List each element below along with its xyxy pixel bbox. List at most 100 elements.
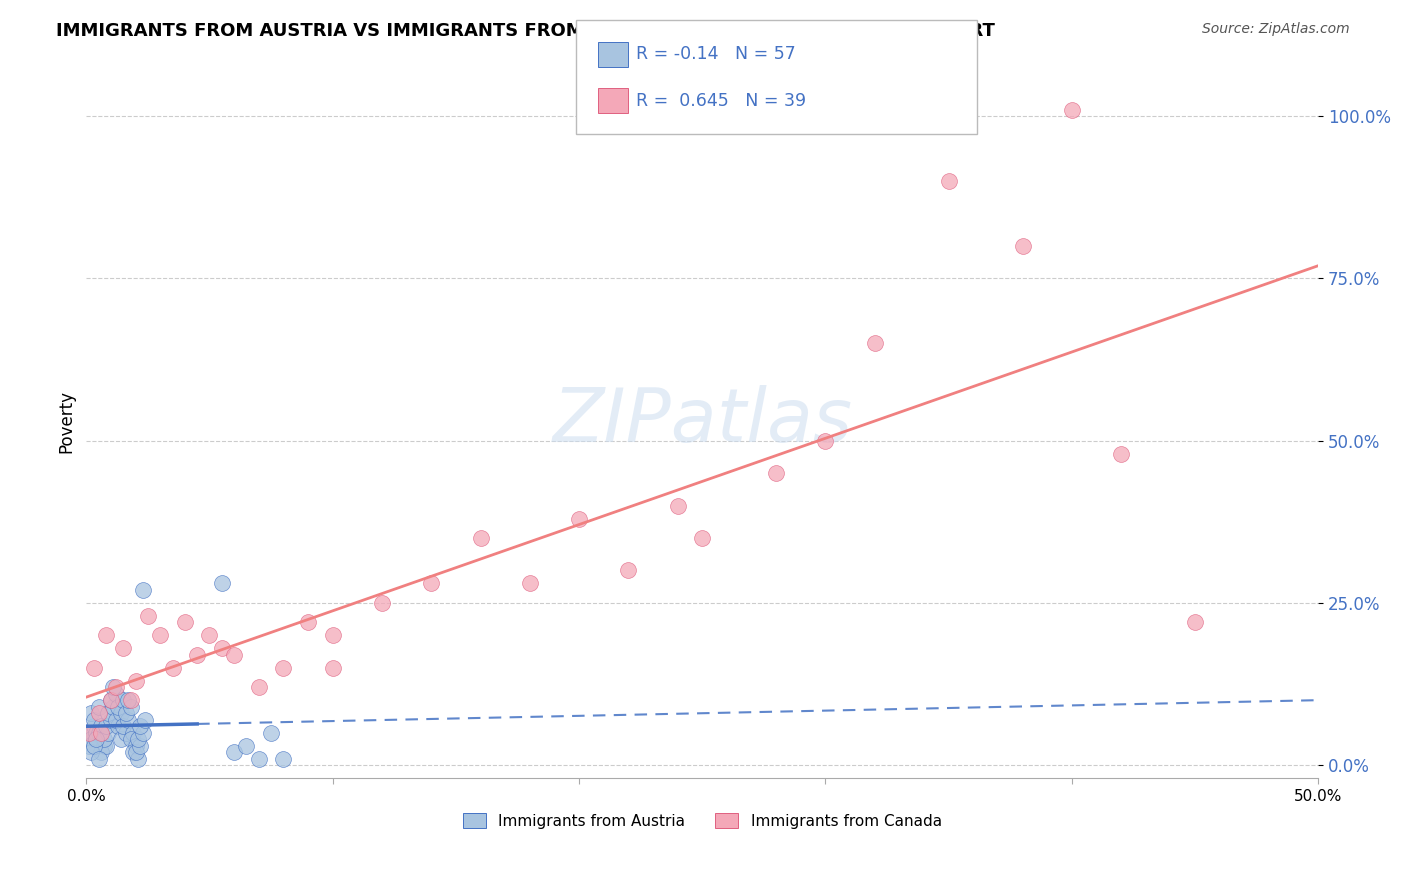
Point (87, 706, 110, 721)
Text: R =  0.645   N = 39: R = 0.645 N = 39 (636, 92, 806, 110)
Point (938, 174, 960, 188)
Point (132, 582, 155, 597)
Point (114, 706, 136, 721)
Point (117, 713, 139, 727)
Point (224, 745, 246, 759)
Text: R = -0.14   N = 57: R = -0.14 N = 57 (636, 45, 796, 63)
Point (94, 719, 117, 733)
Point (122, 725, 145, 739)
Point (84, 725, 107, 739)
Point (371, 596, 394, 610)
Point (273, 752, 295, 766)
Point (124, 745, 146, 759)
Point (224, 648, 246, 662)
Point (134, 713, 156, 727)
Point (83, 661, 105, 675)
Point (103, 699, 125, 714)
Point (260, 725, 283, 739)
Point (77, 725, 100, 739)
Point (112, 693, 135, 707)
Point (120, 732, 142, 747)
Point (100, 693, 122, 707)
Point (87, 752, 110, 766)
Point (420, 576, 443, 591)
Point (124, 739, 146, 753)
Point (127, 732, 149, 747)
Point (666, 499, 689, 513)
Point (84, 732, 107, 747)
Point (100, 693, 122, 707)
Point (211, 641, 233, 656)
Point (186, 648, 208, 662)
Point (1060, 103, 1083, 117)
Point (77, 739, 100, 753)
Point (77, 725, 100, 739)
Text: ZIPatlas: ZIPatlas (553, 385, 852, 457)
Point (87, 725, 110, 739)
Point (297, 615, 319, 630)
Point (322, 661, 344, 675)
Point (87, 699, 110, 714)
Point (127, 752, 149, 766)
Point (273, 661, 295, 675)
Point (90, 745, 112, 759)
Point (117, 693, 139, 707)
Point (149, 628, 172, 642)
Point (1184, 615, 1206, 630)
Point (84, 732, 107, 747)
Point (94, 739, 117, 753)
Point (112, 719, 135, 733)
Point (83, 719, 105, 733)
Point (132, 725, 155, 739)
Point (519, 576, 541, 591)
Point (129, 739, 152, 753)
Point (110, 732, 132, 747)
Point (1011, 239, 1033, 253)
Legend: Immigrants from Austria, Immigrants from Canada: Immigrants from Austria, Immigrants from… (457, 806, 948, 835)
Point (690, 531, 713, 545)
Point (247, 752, 270, 766)
Point (110, 706, 132, 721)
Y-axis label: Poverty: Poverty (58, 390, 75, 452)
Point (568, 511, 591, 525)
Point (83, 713, 105, 727)
Point (104, 713, 127, 727)
Point (93, 739, 115, 753)
Point (97, 725, 120, 739)
Point (617, 564, 640, 578)
Point (80, 706, 103, 721)
Point (90, 725, 112, 739)
Point (1109, 447, 1132, 461)
Point (103, 681, 125, 695)
Point (122, 745, 145, 759)
Point (94, 628, 117, 642)
Point (114, 725, 136, 739)
Point (80, 732, 103, 747)
Point (136, 608, 159, 623)
Point (322, 628, 344, 642)
Point (863, 336, 886, 351)
Point (107, 699, 129, 714)
Point (97, 706, 120, 721)
Point (470, 531, 492, 545)
Point (93, 732, 115, 747)
Point (107, 719, 129, 733)
Point (124, 673, 146, 688)
Point (235, 739, 257, 753)
Point (80, 745, 103, 759)
Point (104, 681, 127, 695)
Text: Source: ZipAtlas.com: Source: ZipAtlas.com (1202, 22, 1350, 37)
Text: IMMIGRANTS FROM AUSTRIA VS IMMIGRANTS FROM CANADA POVERTY CORRELATION CHART: IMMIGRANTS FROM AUSTRIA VS IMMIGRANTS FR… (56, 22, 995, 40)
Point (120, 693, 142, 707)
Point (211, 576, 233, 591)
Point (765, 466, 787, 480)
Point (90, 719, 112, 733)
Point (247, 681, 270, 695)
Point (100, 713, 122, 727)
Point (120, 699, 142, 714)
Point (129, 719, 152, 733)
Point (104, 687, 127, 701)
Point (112, 641, 135, 656)
Point (173, 615, 195, 630)
Point (198, 628, 221, 642)
